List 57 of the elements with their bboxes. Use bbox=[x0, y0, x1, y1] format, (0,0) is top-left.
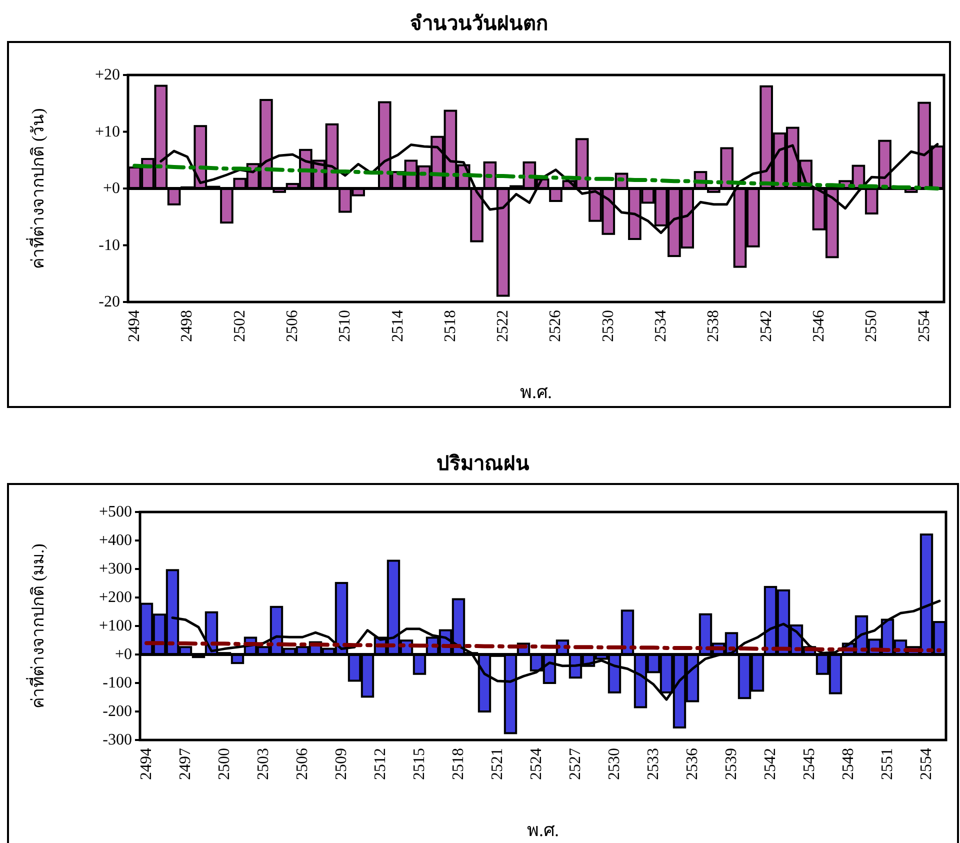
x-tick-label: 2506 bbox=[294, 748, 311, 780]
y-tick-label: +0 bbox=[114, 646, 132, 663]
x-tick-label: 2524 bbox=[528, 748, 545, 780]
x-tick-label: 2551 bbox=[879, 748, 896, 780]
x-tick-label: 2494 bbox=[138, 748, 155, 780]
y-tick-label: -10 bbox=[98, 236, 120, 254]
x-tick-label: 2527 bbox=[567, 748, 584, 780]
x-tick-label: 2506 bbox=[284, 310, 302, 342]
x-tick-label: 2509 bbox=[333, 748, 350, 780]
x-tick-label: 2514 bbox=[389, 310, 406, 342]
x-tick-label: 2542 bbox=[758, 310, 775, 342]
x-tick-label: 2538 bbox=[705, 310, 722, 342]
x-tick-label: 2494 bbox=[126, 310, 144, 342]
x-tick-label: 2550 bbox=[863, 310, 880, 342]
x-tick-label: 2518 bbox=[450, 748, 467, 780]
x-tick-label: 2521 bbox=[489, 748, 506, 780]
y-tick-label: +500 bbox=[98, 504, 132, 520]
chart-title: ปริมาณฝน bbox=[436, 453, 530, 475]
y-tick-label: +0 bbox=[102, 180, 120, 197]
y-tick-label: -20 bbox=[98, 294, 120, 310]
y-tick-label: -300 bbox=[102, 732, 132, 748]
x-tick-label: 2539 bbox=[723, 748, 740, 780]
y-axis-title: ค่าที่ต่างจากปกติ (วัน) bbox=[26, 108, 48, 269]
x-tick-label: 2554 bbox=[916, 310, 933, 342]
x-tick-label: 2548 bbox=[840, 748, 857, 780]
x-tick-label: 2500 bbox=[216, 748, 233, 780]
y-tick-label: +200 bbox=[98, 589, 132, 606]
x-tick-label: 2515 bbox=[411, 748, 428, 780]
x-tick-label: 2526 bbox=[547, 310, 564, 342]
x-tick-label: 2522 bbox=[494, 310, 512, 342]
x-tick-label: 2530 bbox=[606, 748, 623, 780]
y-tick-label: +400 bbox=[98, 532, 132, 549]
x-tick-label: 2530 bbox=[600, 310, 617, 342]
y-tick-label: +100 bbox=[98, 618, 132, 634]
x-tick-label: 2512 bbox=[372, 748, 389, 780]
x-axis-title: พ.ศ. bbox=[527, 820, 559, 840]
x-tick-label: 2545 bbox=[801, 748, 818, 780]
y-tick-label: -200 bbox=[102, 703, 132, 720]
x-tick-label: 2536 bbox=[684, 748, 701, 780]
x-tick-label: 2518 bbox=[442, 310, 459, 342]
y-tick-label: +10 bbox=[94, 123, 120, 140]
x-tick-label: 2533 bbox=[645, 748, 662, 780]
x-tick-label: 2510 bbox=[336, 310, 354, 342]
x-tick-label: 2534 bbox=[652, 310, 670, 342]
x-tick-label: 2554 bbox=[918, 748, 935, 780]
x-axis-title: พ.ศ. bbox=[520, 382, 552, 402]
y-tick-label: +20 bbox=[94, 66, 120, 84]
y-axis-title: ค่าที่ต่างจากปกติ (มม.) bbox=[26, 544, 48, 708]
x-tick-label: 2542 bbox=[762, 748, 779, 780]
x-tick-label: 2498 bbox=[178, 310, 196, 342]
x-tick-label: 2502 bbox=[231, 310, 248, 342]
y-tick-label: +300 bbox=[98, 560, 132, 578]
chart-title: จำนวนวันฝนตก bbox=[410, 13, 548, 35]
x-tick-label: 2546 bbox=[810, 310, 828, 342]
x-tick-label: 2497 bbox=[177, 748, 194, 780]
y-tick-label: -100 bbox=[102, 674, 132, 692]
x-tick-label: 2503 bbox=[255, 748, 272, 780]
